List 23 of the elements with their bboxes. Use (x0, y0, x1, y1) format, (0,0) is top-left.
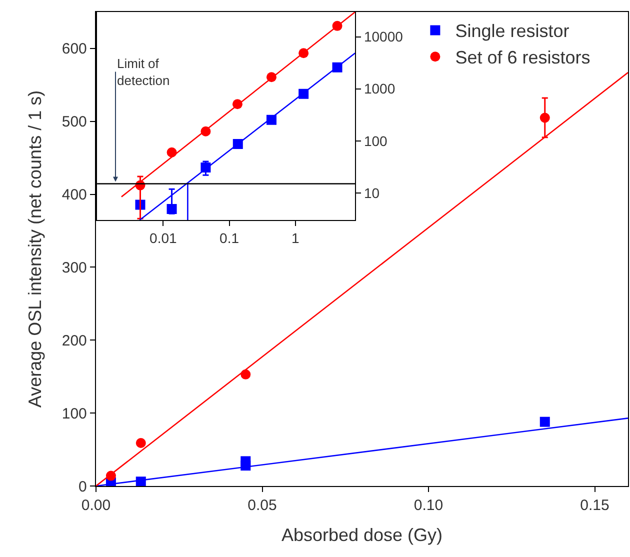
legend-label: Single resistor (455, 21, 570, 42)
y-tick-label: 200 (62, 332, 87, 350)
annotation: Limit of detection (117, 56, 170, 88)
y-tick-label: 400 (62, 186, 87, 204)
x-tick-label: 0.10 (414, 497, 444, 514)
x-tick-label: 0.01 (150, 230, 178, 246)
x-tick-label: 0.05 (248, 497, 277, 514)
y-tick-label: 300 (62, 259, 87, 276)
x-tick-label: 0.1 (220, 230, 240, 246)
x-tick-label: 0.00 (81, 497, 111, 514)
y-tick-label: 100 (364, 132, 388, 149)
y-tick-label: 10000 (364, 28, 404, 45)
x-axis-title: Absorbed dose (Gy) (281, 525, 443, 546)
y-axis-title: Average OSL intensity (net counts / 1 s) (25, 90, 46, 408)
y-tick-label: 600 (62, 40, 87, 58)
x-tick-label: 1 (291, 230, 300, 246)
y-tick-label: 100 (62, 405, 87, 422)
x-tick-label: 0.15 (580, 497, 610, 514)
legend-label: Set of 6 resistors (455, 48, 590, 68)
y-tick-label: 1000 (364, 80, 396, 97)
y-tick-label: 500 (62, 114, 87, 131)
y-tick-label: 0 (78, 478, 87, 496)
y-tick-label: 10 (364, 184, 380, 201)
